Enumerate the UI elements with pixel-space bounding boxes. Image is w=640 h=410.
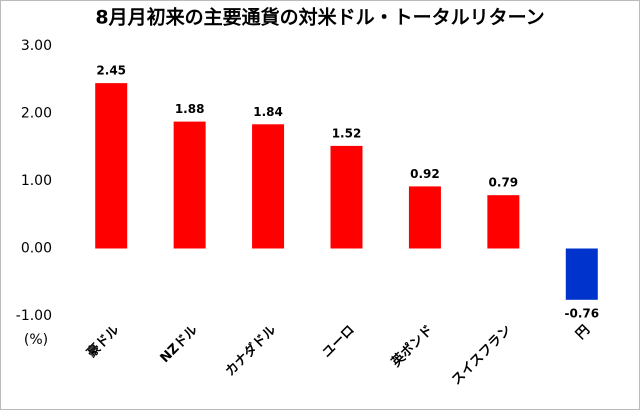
bar [252,124,285,249]
bar [408,186,441,249]
value-label: 1.84 [253,105,283,119]
value-label: -0.76 [564,306,599,320]
y-tick-label: 3.00 [21,38,52,54]
bar [173,121,206,249]
y-tick-label: 2.00 [21,106,52,122]
value-label: 1.52 [332,126,362,140]
y-tick-label: 1.00 [21,173,52,189]
y-tick-label: 0.00 [21,241,52,257]
value-label: 1.88 [175,102,205,116]
bar [565,248,598,300]
y-unit-label: (%) [24,332,48,348]
chart-title: 8月月初来の主要通貨の対米ドル・トータルリターン [95,6,544,29]
bar [330,145,363,249]
bar [487,195,520,249]
value-label: 0.92 [410,167,440,181]
y-tick-label: -1.00 [16,308,52,324]
value-label: 2.45 [96,64,126,78]
value-label: 0.79 [489,176,519,190]
bar [95,83,128,249]
